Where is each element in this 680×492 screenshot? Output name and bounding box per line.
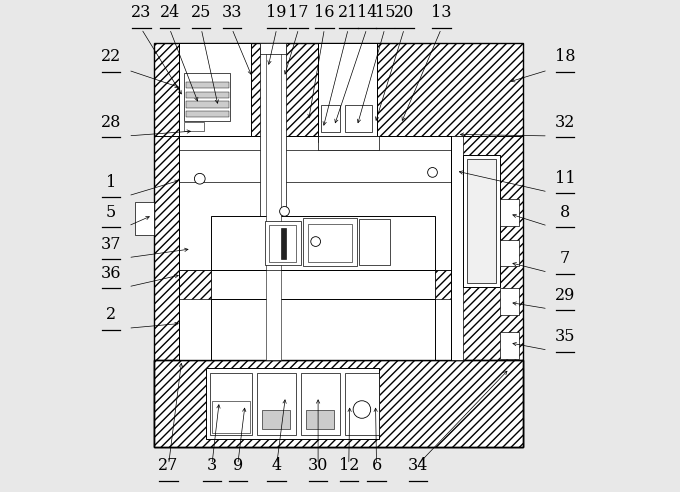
Text: 19: 19 <box>267 4 287 22</box>
Text: 28: 28 <box>101 114 121 131</box>
Bar <box>358 218 390 265</box>
Bar <box>260 43 286 54</box>
Bar <box>269 225 296 262</box>
Circle shape <box>353 401 371 418</box>
Bar <box>301 373 340 435</box>
Bar <box>184 122 204 131</box>
Bar <box>184 73 231 122</box>
Bar <box>186 92 229 98</box>
Bar <box>500 199 519 226</box>
Text: 37: 37 <box>101 236 122 253</box>
Text: 13: 13 <box>431 4 452 22</box>
Bar <box>322 105 340 132</box>
Text: 15: 15 <box>375 4 395 22</box>
Text: 5: 5 <box>106 204 116 221</box>
Text: 11: 11 <box>555 170 575 187</box>
Bar <box>500 240 519 266</box>
Text: 25: 25 <box>191 4 211 22</box>
Bar <box>281 228 286 259</box>
Text: 2: 2 <box>106 307 116 323</box>
Text: 4: 4 <box>271 457 282 474</box>
Text: 30: 30 <box>308 457 328 474</box>
Bar <box>303 217 357 266</box>
Bar <box>308 223 352 262</box>
Bar <box>154 360 522 447</box>
Bar <box>261 43 284 152</box>
Text: 9: 9 <box>233 457 243 474</box>
Bar <box>345 373 379 435</box>
Bar <box>318 43 377 142</box>
Bar <box>180 43 252 136</box>
Text: 23: 23 <box>131 4 152 22</box>
Circle shape <box>194 173 205 184</box>
Bar <box>257 373 296 435</box>
Text: 33: 33 <box>222 4 242 22</box>
Bar <box>180 136 451 360</box>
Text: 24: 24 <box>160 4 180 22</box>
Bar <box>211 270 435 299</box>
Text: 27: 27 <box>158 457 179 474</box>
Bar <box>318 43 377 142</box>
Bar <box>180 43 252 136</box>
Bar <box>318 136 379 151</box>
Bar <box>186 82 229 88</box>
Bar <box>451 136 463 360</box>
Text: 35: 35 <box>555 328 575 345</box>
Bar <box>306 410 334 429</box>
Bar <box>154 43 522 447</box>
Text: 22: 22 <box>101 48 121 65</box>
Text: 16: 16 <box>314 4 335 22</box>
Text: 1: 1 <box>106 174 116 191</box>
Text: 29: 29 <box>555 287 575 304</box>
Bar <box>262 410 290 429</box>
Bar <box>211 299 435 360</box>
Bar <box>318 43 377 142</box>
Text: 32: 32 <box>555 114 575 131</box>
Circle shape <box>311 237 320 246</box>
Bar <box>180 270 211 299</box>
Text: 14: 14 <box>356 4 377 22</box>
Text: 21: 21 <box>338 4 358 22</box>
Text: 8: 8 <box>560 204 570 221</box>
Bar <box>186 111 229 118</box>
Text: 17: 17 <box>288 4 309 22</box>
Bar <box>435 270 451 299</box>
Text: 18: 18 <box>555 48 575 65</box>
Text: 12: 12 <box>339 457 359 474</box>
Bar <box>345 105 372 132</box>
Bar <box>186 101 229 108</box>
Bar <box>206 368 379 439</box>
Bar <box>466 159 496 283</box>
Bar <box>154 360 522 447</box>
Bar <box>500 332 519 359</box>
Bar <box>212 401 250 433</box>
Text: 20: 20 <box>394 4 414 22</box>
Bar <box>500 288 519 315</box>
Circle shape <box>428 168 437 177</box>
Bar <box>266 43 281 360</box>
Bar <box>463 155 500 287</box>
Circle shape <box>279 207 290 216</box>
Text: 6: 6 <box>371 457 381 474</box>
Bar <box>265 221 301 265</box>
Bar <box>211 216 435 270</box>
Bar <box>135 202 154 235</box>
Text: 3: 3 <box>207 457 217 474</box>
Text: 34: 34 <box>408 457 428 474</box>
Bar <box>260 43 286 360</box>
Bar <box>209 373 252 435</box>
Text: 36: 36 <box>101 265 122 282</box>
Text: 7: 7 <box>560 250 570 267</box>
